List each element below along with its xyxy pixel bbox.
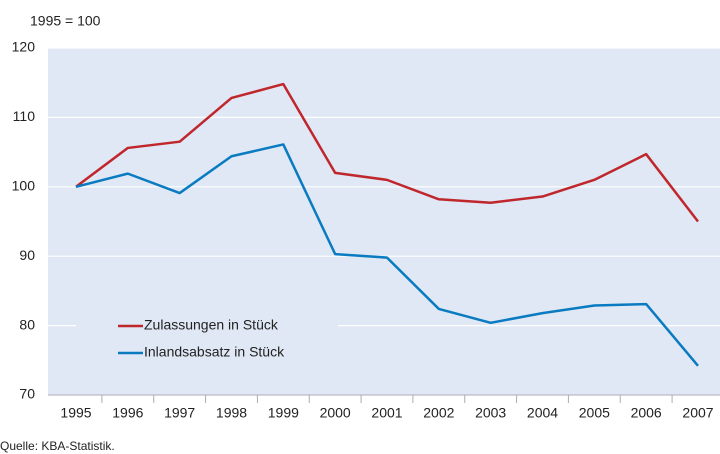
x-tick-label: 2002: [423, 405, 454, 421]
x-tick-label: 1995: [60, 405, 91, 421]
legend-label: Zulassungen in Stück: [144, 317, 279, 333]
x-tick-label: 2006: [631, 405, 662, 421]
y-tick-label: 70: [19, 386, 35, 402]
x-tick-label: 1999: [268, 405, 299, 421]
y-tick-label: 110: [13, 108, 36, 124]
y-axis-label: 1995 = 100: [30, 13, 101, 29]
x-tick-label: 2007: [682, 405, 713, 421]
data-line: [75, 82, 699, 223]
y-tick-label: 120: [12, 39, 36, 55]
legend: [76, 310, 338, 370]
x-tick-label: 2003: [475, 405, 506, 421]
x-tick-label: 2000: [320, 405, 351, 421]
y-tick-label: 90: [19, 247, 35, 263]
x-tick-label: 2004: [527, 405, 558, 421]
x-tick-label: 2005: [579, 405, 610, 421]
x-tick-label: 1996: [112, 405, 143, 421]
source: Quelle: KBA-Statistik.: [0, 439, 115, 453]
legend-label: Inlandsabsatz in Stück: [144, 344, 285, 360]
x-tick-label: 1998: [216, 405, 247, 421]
y-tick-label: 100: [12, 178, 36, 194]
data-line: [75, 143, 699, 367]
x-tick-label: 1997: [164, 405, 195, 421]
x-tick-label: 2001: [371, 405, 402, 421]
y-tick-label: 80: [19, 316, 35, 332]
